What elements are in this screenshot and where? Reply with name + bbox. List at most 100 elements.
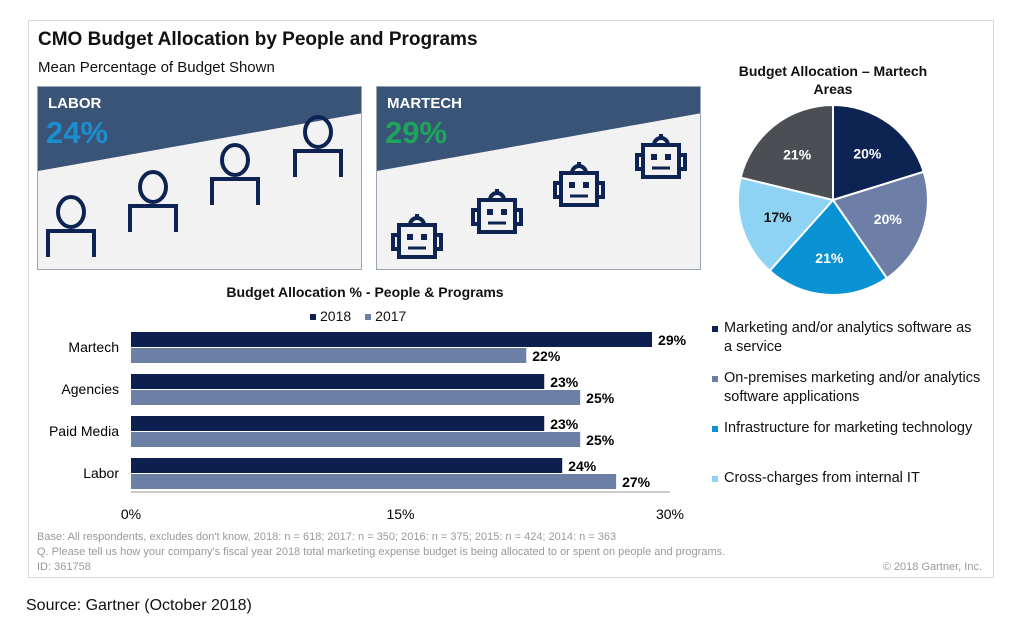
eye	[583, 182, 589, 188]
panel-band	[38, 87, 361, 171]
ear	[471, 208, 481, 226]
pie-slice-label: 21%	[815, 250, 844, 266]
bar-2018	[131, 374, 545, 389]
pie-slice	[768, 198, 889, 296]
bar-value-label: 23%	[550, 416, 579, 432]
pie-legend-item: On-premises marketing and/or analytics s…	[712, 369, 982, 407]
person-icon	[128, 170, 178, 232]
bar-value-label: 25%	[586, 432, 615, 448]
panel-label: LABOR	[48, 95, 102, 112]
eye	[501, 209, 507, 215]
category-label: Paid Media	[49, 423, 119, 439]
panel-value: 29%	[385, 115, 448, 150]
antenna	[408, 214, 426, 226]
person-icon	[46, 195, 96, 257]
ear	[595, 181, 605, 199]
eye	[569, 182, 575, 188]
body	[293, 149, 343, 177]
legend-swatch	[712, 326, 718, 332]
legend-item-2018: 2018	[310, 308, 351, 324]
bar-value-label: 24%	[568, 458, 597, 474]
legend-swatch	[365, 314, 372, 321]
pie-chart: 20% 20% 21% 17% 21%	[737, 103, 929, 296]
bar-2017	[131, 390, 581, 405]
robot-head	[477, 198, 517, 234]
ear	[677, 153, 687, 171]
footnote-base: Base: All respondents, excludes don't kn…	[37, 531, 617, 543]
body	[46, 229, 96, 257]
category-label: Martech	[68, 339, 119, 355]
person-icon	[293, 115, 343, 177]
legend-swatch	[712, 376, 718, 382]
robot-icon	[391, 214, 443, 259]
antenna	[570, 162, 588, 174]
head	[56, 195, 86, 229]
category-label: Labor	[83, 465, 119, 481]
martech-panel: MARTECH 29%	[376, 86, 701, 270]
panel-band	[377, 87, 700, 171]
eye	[407, 234, 413, 240]
head	[220, 143, 250, 177]
legend-item-2017: 2017	[365, 308, 406, 324]
legend-label: 2017	[375, 308, 407, 324]
legend-label: Infrastructure for marketing technology	[724, 420, 973, 436]
ear	[635, 153, 645, 171]
bar-value-label: 23%	[550, 374, 579, 390]
x-tick-label: 15%	[386, 506, 414, 522]
page-title: CMO Budget Allocation by People and Prog…	[38, 29, 478, 50]
bar-value-label: 25%	[586, 390, 615, 406]
eye	[651, 154, 657, 160]
robot-head	[641, 143, 681, 179]
pie-slice	[737, 176, 835, 273]
head	[138, 170, 168, 204]
eye	[487, 209, 493, 215]
ear	[391, 233, 401, 251]
antenna	[488, 189, 506, 201]
ear	[513, 208, 523, 226]
legend-label: On-premises marketing and/or analytics s…	[724, 370, 981, 405]
legend-label: 2018	[320, 308, 352, 324]
category-label: Agencies	[61, 381, 119, 397]
bar-2017	[131, 348, 527, 363]
body	[210, 177, 260, 205]
legend-swatch	[712, 426, 718, 432]
pie-slice-label: 21%	[783, 146, 812, 162]
bar-2018	[131, 458, 563, 473]
robot-icon	[553, 162, 605, 207]
pie-legend-item: Cross-charges from internal IT	[712, 469, 982, 488]
pie-slice-label: 20%	[874, 211, 903, 227]
footnote-question: Q. Please tell us how your company's fis…	[37, 546, 726, 558]
legend-swatch	[310, 314, 316, 321]
pie-slice	[831, 170, 929, 280]
panel-graphic	[38, 87, 361, 257]
bar-chart: Martech 29% 22% Agencies 23% 25% Paid Media 23%…	[49, 332, 687, 522]
pie-legend-item: Infrastructure for marketing technology	[712, 419, 982, 438]
bar-value-label: 27%	[622, 474, 651, 490]
x-tick-label: 30%	[656, 506, 684, 522]
pie-slice	[832, 103, 925, 202]
robot-head	[559, 171, 599, 207]
eye	[421, 234, 427, 240]
pie-slice-label: 20%	[853, 145, 882, 161]
bar-value-label: 22%	[532, 348, 561, 364]
head	[303, 115, 333, 149]
bar-2018	[131, 416, 545, 431]
labor-panel: LABOR 24%	[37, 86, 362, 270]
bar-2017	[131, 474, 617, 489]
ear	[433, 233, 443, 251]
panel-value: 24%	[46, 115, 109, 150]
panel-label: MARTECH	[387, 95, 462, 112]
infographic-card	[28, 20, 994, 578]
source-note: Source: Gartner (October 2018)	[26, 597, 252, 614]
bar-value-label: 29%	[658, 332, 687, 348]
bar-2017	[131, 432, 581, 447]
pie-slice-label: 17%	[764, 209, 793, 225]
legend-label: Cross-charges from internal IT	[724, 470, 920, 486]
robot-head	[397, 223, 437, 259]
pie-legend-item: Marketing and/or analytics software as a…	[712, 319, 982, 357]
body	[128, 204, 178, 232]
pie-title: Budget Allocation – Martech Areas	[738, 63, 928, 97]
legend-label: Marketing and/or analytics software as a…	[724, 320, 972, 355]
eye	[665, 154, 671, 160]
bar-2018	[131, 332, 653, 347]
